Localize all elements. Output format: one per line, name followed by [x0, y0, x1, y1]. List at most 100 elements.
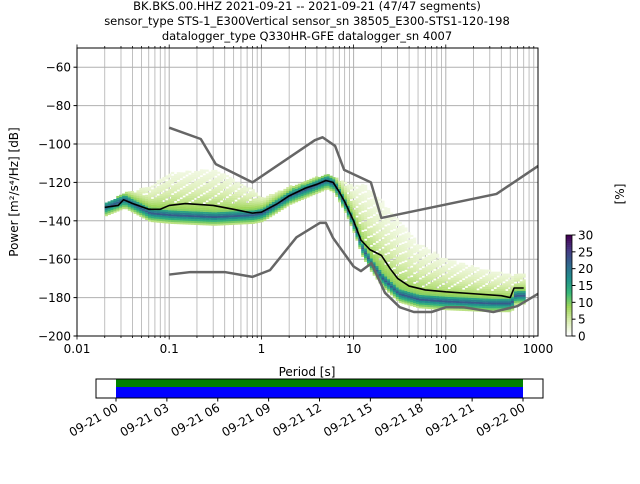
timeline-tick-label: 09-21 09 [219, 400, 273, 439]
histogram-cell [462, 281, 466, 285]
histogram-cell [485, 307, 489, 311]
histogram-cell [372, 262, 376, 265]
histogram-cell [217, 187, 221, 190]
histogram-cell [519, 292, 523, 295]
histogram-cell [404, 239, 408, 242]
histogram-cell [389, 216, 394, 219]
histogram-cell [508, 300, 512, 303]
histogram-cell [139, 203, 143, 206]
histogram-cell [513, 302, 518, 305]
histogram-cell [127, 197, 131, 200]
histogram-cell [228, 211, 232, 214]
histogram-cell [176, 181, 180, 184]
histogram-cell [153, 199, 157, 202]
histogram-cell [185, 185, 189, 189]
histogram-cell [392, 280, 397, 283]
histogram-cell [292, 189, 296, 192]
histogram-cell [441, 259, 446, 263]
histogram-cell [444, 273, 448, 276]
histogram-cell [110, 211, 114, 214]
histogram-cell [205, 213, 209, 216]
histogram-cell [165, 202, 169, 205]
histogram-cell [171, 200, 175, 203]
histogram-cell [519, 277, 523, 280]
histogram-cell [513, 275, 518, 278]
histogram-cell [191, 209, 195, 212]
histogram-cell [165, 200, 169, 203]
histogram-cell [372, 240, 376, 244]
histogram-cell [516, 279, 520, 282]
histogram-cell [211, 194, 215, 197]
histogram-cell [315, 178, 319, 181]
histogram-cell [156, 207, 160, 210]
histogram-cell [317, 190, 322, 193]
histogram-cell [410, 240, 414, 243]
histogram-cell [366, 234, 371, 237]
histogram-cell [191, 186, 195, 189]
histogram-cell [444, 286, 448, 290]
histogram-cell [519, 283, 523, 286]
histogram-cell [389, 228, 394, 231]
histogram-cell [444, 269, 448, 272]
histogram-cell [401, 272, 405, 275]
histogram-cell [240, 189, 244, 192]
histogram-cell [225, 209, 229, 212]
histogram-cell [401, 234, 405, 237]
histogram-cell [283, 200, 287, 203]
histogram-cell [260, 197, 264, 200]
histogram-cell [464, 272, 469, 275]
histogram-cell [277, 203, 281, 207]
histogram-cell [476, 267, 480, 270]
histogram-cell [243, 212, 247, 215]
histogram-cell [479, 278, 483, 282]
histogram-cell [407, 264, 411, 267]
histogram-cell [381, 204, 385, 207]
histogram-cell [459, 274, 463, 277]
histogram-cell [211, 198, 215, 201]
histogram-cell [384, 251, 388, 254]
histogram-cell [427, 297, 431, 300]
histogram-cell [335, 185, 339, 188]
histogram-cell [358, 223, 362, 226]
histogram-cell [260, 206, 264, 209]
histogram-cell [392, 226, 397, 230]
histogram-cell [361, 235, 365, 238]
histogram-cell [312, 177, 316, 180]
histogram-cell [315, 189, 319, 192]
histogram-cell [248, 200, 252, 203]
histogram-cell [191, 176, 195, 179]
histogram-cell [447, 296, 451, 299]
histogram-cell [462, 301, 466, 304]
histogram-cell [358, 241, 362, 244]
histogram-cell [202, 213, 206, 216]
histogram-cell [459, 308, 463, 311]
histogram-cell [335, 177, 339, 180]
histogram-cell [462, 262, 466, 265]
histogram-cell [165, 182, 169, 186]
histogram-cell [341, 199, 345, 202]
histogram-cell [352, 230, 356, 233]
histogram-cell [473, 272, 477, 276]
histogram-cell [433, 276, 437, 279]
histogram-cell [358, 187, 362, 190]
histogram-cell [214, 187, 218, 190]
histogram-cell [136, 192, 140, 195]
histogram-cell [268, 203, 273, 206]
histogram-cell [427, 276, 431, 279]
histogram-cell [389, 274, 394, 277]
histogram-cell [211, 175, 215, 178]
histogram-cell [369, 265, 374, 269]
histogram-cell [366, 243, 371, 246]
histogram-cell [346, 215, 350, 218]
histogram-cell [179, 185, 183, 188]
histogram-cell [205, 188, 209, 191]
mean-line [104, 179, 524, 299]
histogram-cell [142, 208, 146, 211]
histogram-cell [171, 194, 175, 198]
histogram-cell [404, 235, 408, 238]
histogram-cell [493, 288, 497, 292]
histogram-cell [150, 204, 155, 207]
histogram-cell [459, 285, 463, 288]
histogram-cell [202, 200, 206, 203]
histogram-cell [222, 215, 227, 218]
